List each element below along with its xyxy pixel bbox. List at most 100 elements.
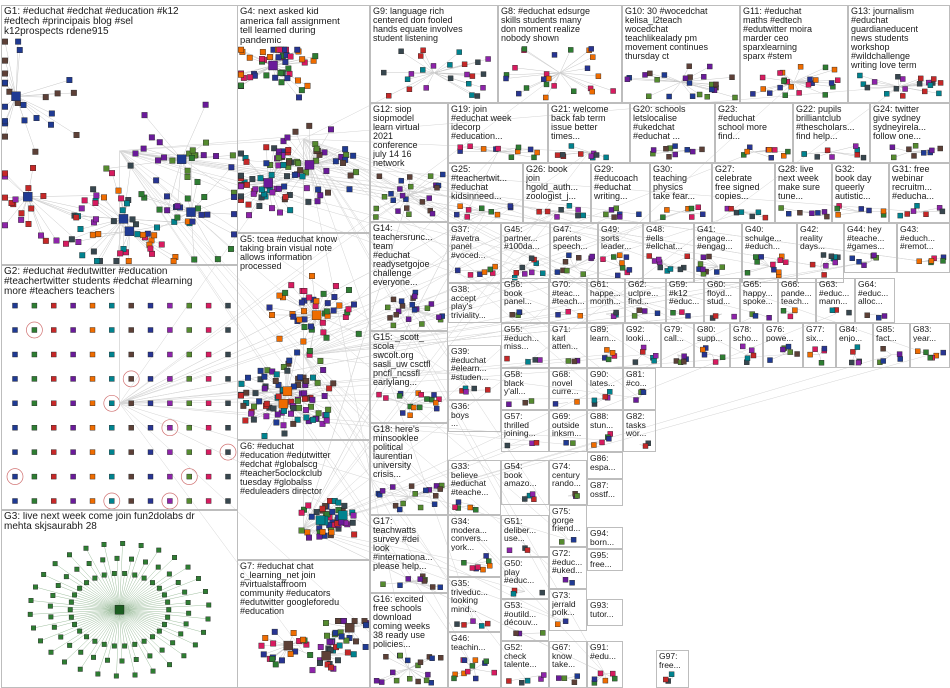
graph-node[interactable] [313,509,320,515]
graph-node[interactable] [636,307,642,313]
graph-node[interactable] [682,75,689,82]
graph-node[interactable] [469,565,476,571]
graph-node[interactable] [307,652,314,658]
group-g38[interactable]: G38: accept play's triviality... [448,283,501,323]
graph-node[interactable] [677,266,684,273]
graph-node[interactable] [766,146,772,153]
graph-node[interactable] [63,574,69,580]
graph-node[interactable] [119,207,126,214]
graph-node[interactable] [461,622,467,628]
group-g81[interactable]: G81: #co... [623,368,656,410]
graph-node[interactable] [927,355,933,361]
graph-node[interactable] [175,580,181,585]
graph-node[interactable] [386,92,392,99]
graph-node[interactable] [12,351,18,358]
graph-node[interactable] [27,611,33,617]
graph-node[interactable] [781,152,787,159]
graph-node[interactable] [551,52,558,58]
graph-node[interactable] [109,327,115,333]
graph-node[interactable] [595,73,602,79]
graph-node[interactable] [767,357,773,363]
graph-node[interactable] [646,253,652,259]
graph-node[interactable] [77,628,83,634]
graph-node[interactable] [564,267,570,274]
graph-node[interactable] [129,216,136,223]
graph-node[interactable] [695,204,701,211]
group-g73[interactable]: G73: jerrald polk... [549,589,587,631]
graph-node[interactable] [301,288,308,294]
graph-node[interactable] [494,211,501,218]
graph-node[interactable] [551,83,557,89]
graph-node[interactable] [75,239,82,246]
graph-node[interactable] [40,192,47,199]
graph-node[interactable] [185,600,191,605]
graph-node[interactable] [12,473,18,480]
graph-node[interactable] [149,580,155,586]
graph-node[interactable] [783,259,789,265]
graph-node[interactable] [183,621,189,627]
hub-node[interactable] [338,510,348,520]
graph-node[interactable] [455,267,461,274]
graph-node[interactable] [893,86,900,92]
graph-node[interactable] [345,306,352,313]
graph-node[interactable] [227,245,234,252]
graph-node[interactable] [451,675,457,682]
graph-node[interactable] [603,154,609,161]
graph-node[interactable] [324,632,330,639]
graph-node[interactable] [707,63,713,70]
graph-node[interactable] [128,400,134,406]
hub-node[interactable] [176,154,187,164]
graph-node[interactable] [584,65,591,72]
graph-node[interactable] [280,138,287,145]
graph-node[interactable] [111,571,117,576]
graph-node[interactable] [319,505,326,512]
graph-node[interactable] [132,150,139,157]
graph-node[interactable] [433,400,439,406]
graph-node[interactable] [752,313,759,319]
graph-node[interactable] [483,553,489,559]
group-g92[interactable]: G92: looki... [623,323,661,368]
graph-node[interactable] [611,254,617,260]
group-g86[interactable]: G86: espa... [587,452,623,479]
graph-node[interactable] [273,419,280,426]
graph-node[interactable] [89,231,96,238]
graph-node[interactable] [857,72,863,79]
graph-node[interactable] [519,264,525,271]
graph-node[interactable] [161,592,167,598]
hub-node[interactable] [304,160,315,170]
graph-node[interactable] [21,117,28,124]
graph-node[interactable] [229,152,236,159]
graph-node[interactable] [346,287,352,293]
graph-node[interactable] [284,173,290,180]
graph-node[interactable] [68,614,74,620]
graph-node[interactable] [83,545,89,551]
graph-node[interactable] [349,519,356,526]
graph-node[interactable] [794,351,800,357]
graph-node[interactable] [141,638,147,644]
graph-node[interactable] [642,308,648,314]
graph-node[interactable] [147,425,154,431]
graph-node[interactable] [747,144,753,151]
group-g68[interactable]: G68: novel curre... [549,368,587,410]
graph-node[interactable] [77,585,83,591]
graph-node[interactable] [575,212,581,219]
graph-node[interactable] [247,74,254,81]
group-g63[interactable]: G63: #educ... mann... [816,278,855,323]
graph-node[interactable] [861,262,867,268]
graph-node[interactable] [323,334,330,341]
graph-node[interactable] [571,679,578,685]
hub-node[interactable] [11,91,21,102]
graph-node[interactable] [252,390,259,397]
graph-node[interactable] [457,144,463,150]
group-g69[interactable]: G69: outside inksm... [549,410,587,452]
graph-node[interactable] [699,146,705,153]
graph-node[interactable] [122,571,128,576]
group-g1[interactable]: G1: #educhat #edchat #education #k12 #ed… [1,5,238,265]
graph-node[interactable] [385,304,391,311]
graph-node[interactable] [306,122,313,129]
graph-node[interactable] [569,580,575,586]
group-g9[interactable]: G9: language rich centered don fooled ha… [370,5,498,103]
group-g84[interactable]: G84: enjo... [836,323,873,368]
graph-node[interactable] [142,559,148,565]
group-g72[interactable]: G72: #educ... #uked... [549,547,587,589]
